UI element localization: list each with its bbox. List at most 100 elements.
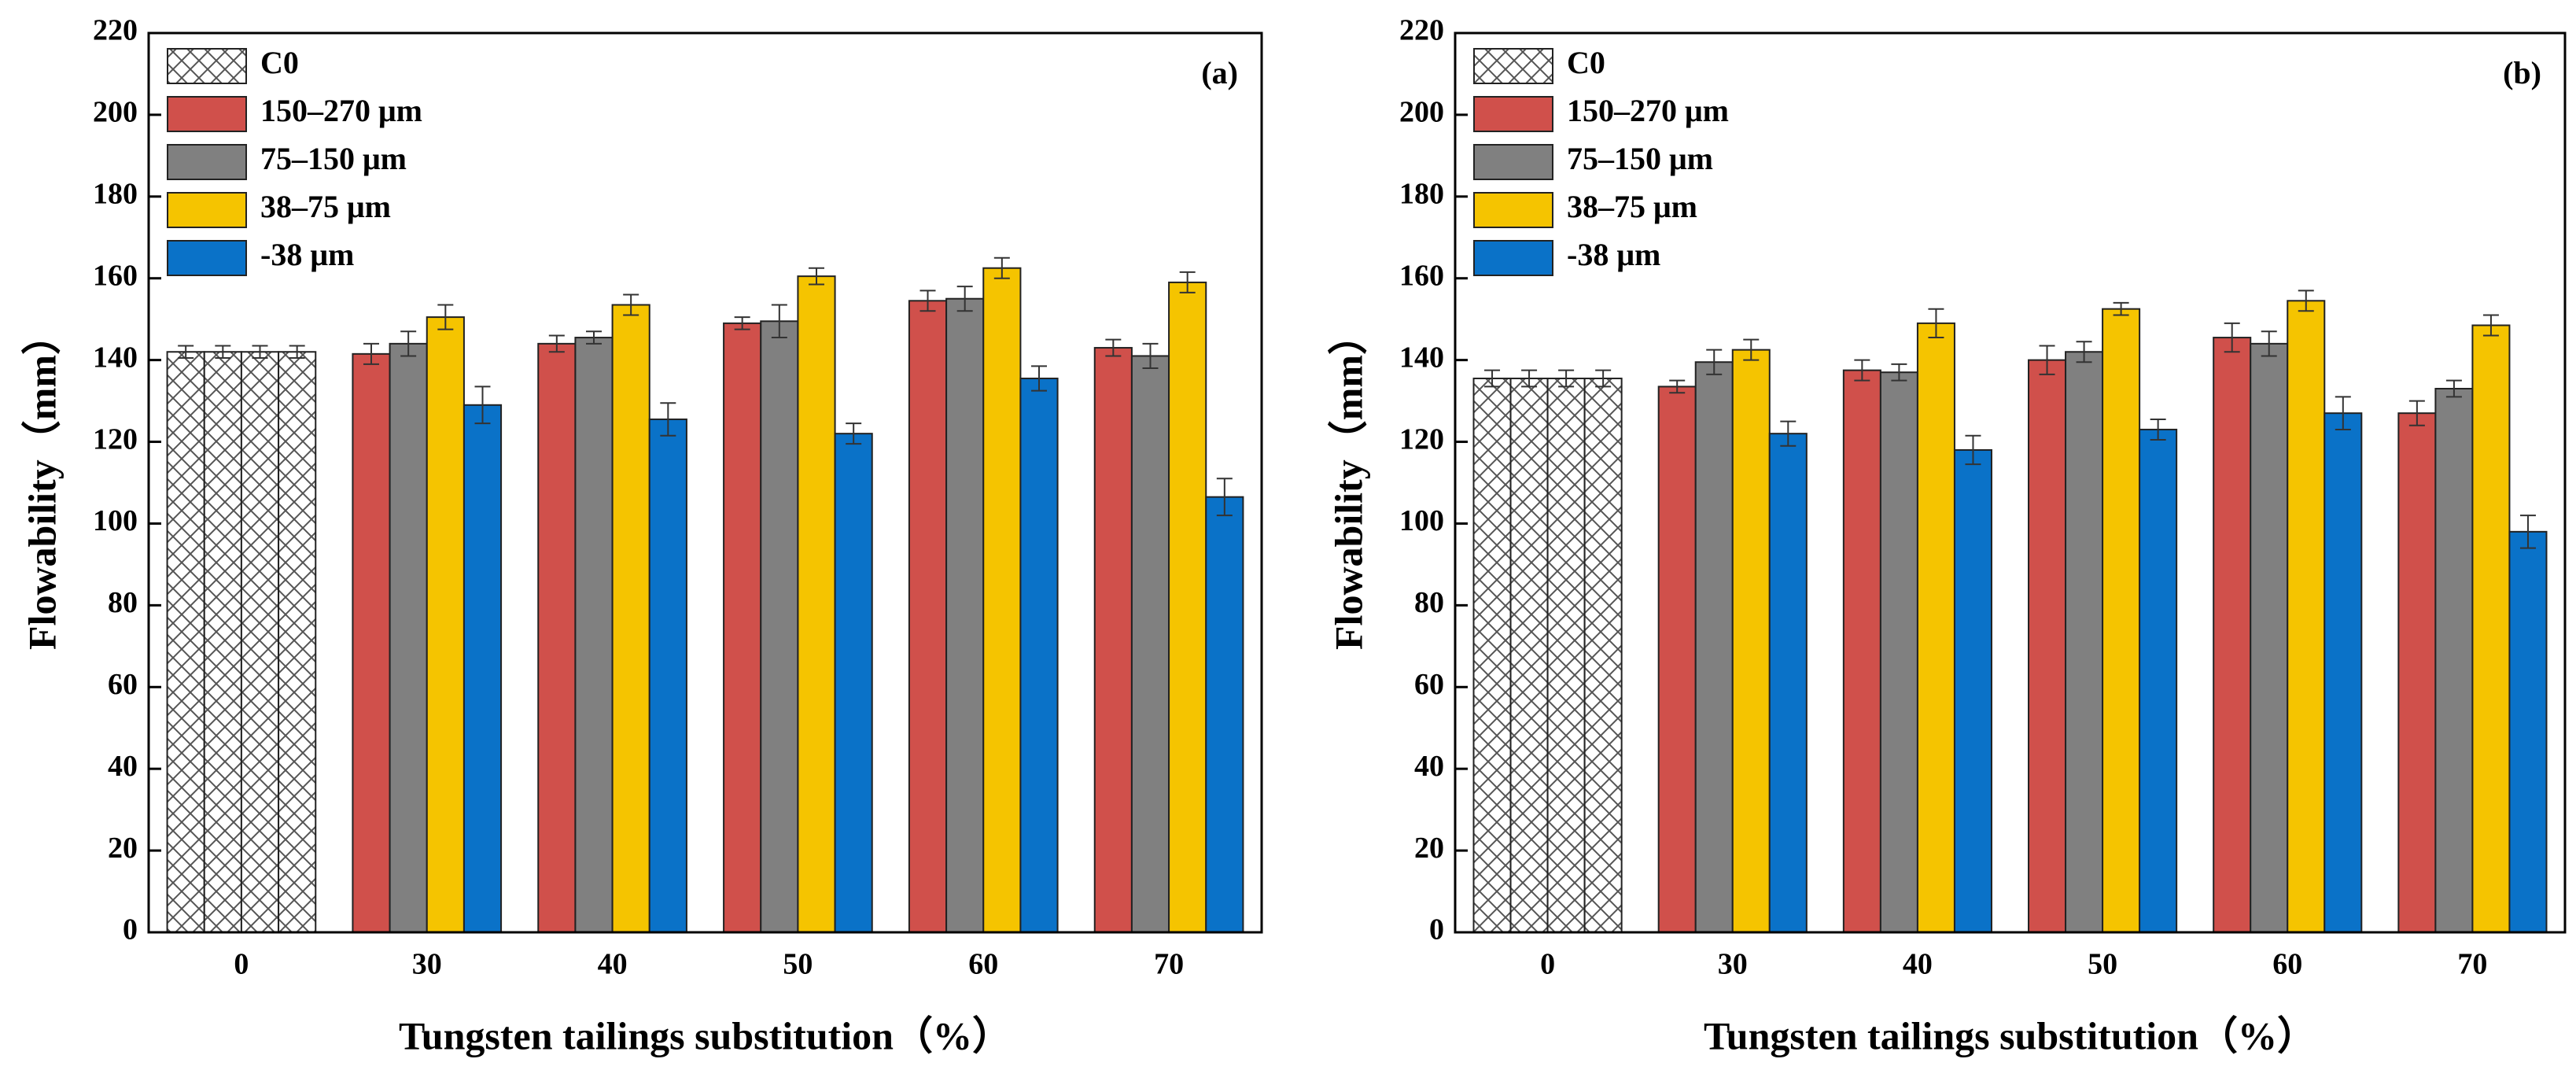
bar (1019, 378, 1059, 933)
error-bar (1928, 308, 1944, 339)
y-tick-label: 180 (1399, 178, 1444, 211)
y-tick-label: 220 (1399, 14, 1444, 47)
bar (2102, 308, 2141, 933)
legend-label: C0 (1567, 45, 1605, 80)
error-bar (1484, 369, 1501, 388)
x-tick-label: 40 (1903, 948, 1933, 981)
error-bar (846, 422, 862, 445)
y-tick-label: 40 (1414, 750, 1444, 783)
bar (574, 337, 614, 934)
bar (2139, 428, 2178, 933)
annotation: (b) (2503, 55, 2541, 90)
legend-swatch (167, 96, 247, 132)
error-bar (2150, 418, 2166, 441)
legend-label: 75–150 μm (260, 141, 407, 176)
bar (1168, 281, 1207, 933)
bar (240, 351, 280, 933)
error-bar (2482, 314, 2499, 337)
y-tick-label: 0 (1429, 913, 1444, 946)
error-bar (1595, 369, 1612, 388)
error-bar (2113, 301, 2129, 316)
y-tick-label: 80 (1414, 586, 1444, 619)
error-bar (400, 330, 417, 357)
bar (426, 316, 465, 933)
y-tick-label: 160 (93, 259, 138, 292)
bar (2213, 337, 2252, 934)
legend-swatch (167, 48, 247, 84)
bar (2250, 342, 2289, 933)
y-tick-label: 60 (1414, 668, 1444, 701)
error-bar (1669, 379, 1686, 394)
error-bar (2445, 379, 2462, 398)
error-bar (2408, 400, 2425, 426)
bar (982, 267, 1022, 933)
legend-label: C0 (260, 45, 299, 80)
x-axis-label: Tungsten tailings substitution（%） (1704, 1013, 2316, 1057)
error-bar (363, 342, 379, 365)
error-bar (289, 345, 305, 360)
bar (203, 351, 242, 933)
y-tick-label: 20 (1414, 832, 1444, 865)
error-bar (734, 316, 750, 330)
y-tick-label: 140 (93, 341, 138, 374)
error-bar (1179, 271, 1196, 293)
y-tick-label: 200 (93, 96, 138, 129)
bar (2471, 324, 2511, 934)
error-bar (2076, 341, 2092, 363)
bar (389, 342, 428, 933)
x-tick-label: 70 (1154, 948, 1184, 981)
error-bar (2335, 396, 2351, 430)
bar (1093, 347, 1133, 933)
bar (760, 320, 799, 933)
x-tick-label: 60 (968, 948, 998, 981)
bar (1583, 378, 1623, 933)
error-bar (2039, 345, 2055, 375)
bar (1731, 349, 1771, 934)
error-bar (1965, 434, 1981, 466)
bar (1953, 448, 1992, 933)
error-bar (586, 330, 602, 345)
y-tick-label: 200 (1399, 96, 1444, 129)
error-bar (2261, 330, 2277, 357)
error-bar (623, 293, 639, 316)
bar (1205, 496, 1244, 933)
bar (2397, 412, 2437, 933)
x-tick-label: 60 (2272, 948, 2302, 981)
x-tick-label: 0 (234, 948, 249, 981)
error-bar (1854, 359, 1870, 382)
legend-swatch (1473, 144, 1553, 180)
error-bar (252, 345, 268, 360)
error-bar (1743, 338, 1760, 361)
y-tick-label: 220 (93, 14, 138, 47)
bar (2065, 351, 2104, 933)
error-bar (1558, 369, 1575, 388)
bar (2028, 359, 2067, 933)
error-bar (2224, 322, 2240, 353)
error-bar (660, 402, 676, 437)
annotation: (a) (1201, 55, 1238, 90)
bar (797, 275, 836, 934)
x-axis-label: Tungsten tailings substitution（%） (399, 1013, 1012, 1057)
y-tick-label: 140 (1399, 341, 1444, 374)
error-bar (437, 304, 454, 330)
y-tick-label: 160 (1399, 259, 1444, 292)
error-bar (993, 256, 1010, 279)
plot-frame (1454, 31, 2567, 934)
y-tick-label: 120 (93, 422, 138, 456)
bar (834, 433, 873, 933)
x-tick-label: 70 (2457, 948, 2487, 981)
error-bar (1105, 338, 1122, 357)
y-tick-label: 100 (1399, 504, 1444, 537)
error-bar (2519, 515, 2536, 549)
bar (1842, 369, 1881, 933)
bar (648, 418, 687, 933)
legend-swatch (167, 240, 247, 276)
error-bar (919, 290, 936, 312)
error-bar (1521, 369, 1538, 388)
bar (1694, 361, 1734, 934)
legend-swatch (1473, 48, 1553, 84)
bar (166, 351, 205, 933)
y-tick-label: 80 (108, 586, 138, 619)
x-tick-label: 0 (1540, 948, 1555, 981)
